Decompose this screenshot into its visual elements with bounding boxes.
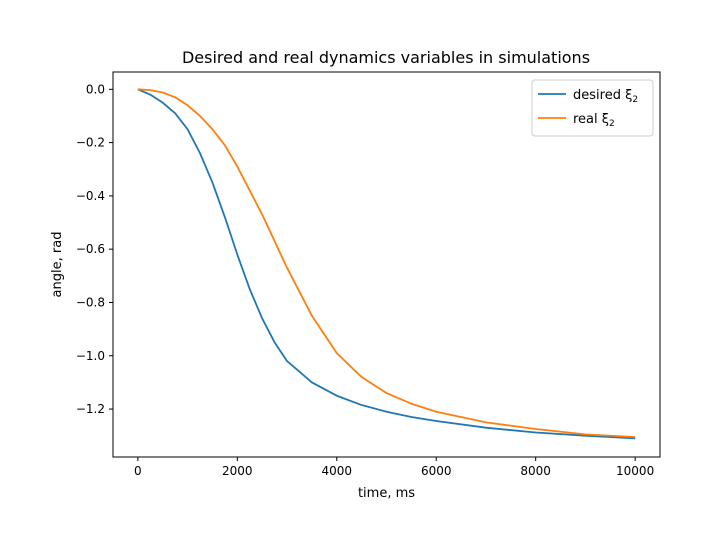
y-axis-label: angle, rad: [50, 232, 65, 298]
x-axis-label: time, ms: [358, 486, 415, 501]
y-tick-label: −0.6: [76, 242, 105, 256]
y-tick-label: −1.2: [76, 402, 105, 416]
plot-area: [137, 88, 636, 440]
y-axis: 0.0 −0.2 −0.4 −0.6 −0.8 −1.0 −1.2: [76, 82, 113, 416]
legend-entry-1: desired ξ2: [573, 88, 638, 105]
series-line-1: [137, 88, 636, 440]
y-tick-label: −1.0: [76, 349, 105, 363]
x-axis: 0 2000 4000 6000 8000 10000: [134, 457, 654, 478]
x-tick-label: 6000: [421, 464, 452, 478]
x-tick-label: 8000: [520, 464, 551, 478]
plot-frame: [112, 71, 661, 458]
x-tick-label: 0: [134, 464, 142, 478]
y-tick-label: −0.2: [76, 136, 105, 150]
x-tick-label: 4000: [321, 464, 352, 478]
y-tick-label: −0.8: [76, 295, 105, 309]
chart-title: Desired and real dynamics variables in s…: [182, 48, 590, 67]
y-tick-label: 0.0: [86, 82, 105, 96]
x-tick-label: 2000: [222, 464, 253, 478]
series-line-2: [137, 88, 636, 438]
x-tick-label: 10000: [616, 464, 654, 478]
y-tick-label: −0.4: [76, 189, 105, 203]
legend: desired ξ2 real ξ2: [531, 79, 654, 137]
legend-entry-2: real ξ2: [573, 112, 615, 129]
